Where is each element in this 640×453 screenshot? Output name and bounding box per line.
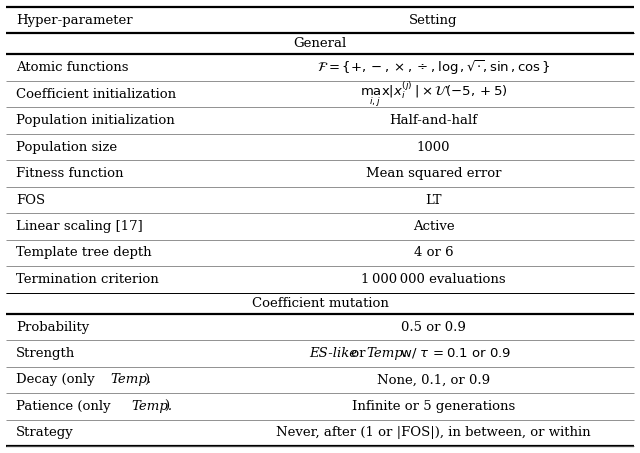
Text: ): ) (144, 373, 149, 386)
Text: Coefficient mutation: Coefficient mutation (252, 297, 388, 310)
Text: General: General (293, 37, 347, 50)
Text: 0.5 or 0.9: 0.5 or 0.9 (401, 321, 466, 333)
Text: Linear scaling [17]: Linear scaling [17] (16, 220, 143, 233)
Text: None, 0.1, or 0.9: None, 0.1, or 0.9 (377, 373, 490, 386)
Text: Setting: Setting (410, 14, 458, 27)
Text: $\max_{i,j}|x_i^{(j)}|\times\mathcal{U}(-5,+5)$: $\max_{i,j}|x_i^{(j)}|\times\mathcal{U}(… (360, 79, 508, 109)
Text: Strategy: Strategy (16, 426, 74, 439)
Text: Strength: Strength (16, 347, 76, 360)
Text: Temp.: Temp. (111, 373, 152, 386)
Text: Decay (only: Decay (only (16, 373, 99, 386)
Text: Patience (only: Patience (only (16, 400, 115, 413)
Text: LT: LT (426, 193, 442, 207)
Text: Coefficient initialization: Coefficient initialization (16, 87, 176, 101)
Text: Temp.: Temp. (131, 400, 172, 413)
Text: 1000: 1000 (417, 140, 451, 154)
Text: w/ $\tau\,{=}0.1$ or 0.9: w/ $\tau\,{=}0.1$ or 0.9 (397, 347, 512, 361)
Text: Template tree depth: Template tree depth (16, 246, 152, 260)
Text: or: or (347, 347, 370, 360)
Text: Hyper-parameter: Hyper-parameter (16, 14, 132, 27)
Text: 4 or 6: 4 or 6 (414, 246, 453, 260)
Text: Mean squared error: Mean squared error (366, 167, 501, 180)
Text: $\mathcal{F} = \{+,-,\times,\div,\log,\sqrt{\cdot},\sin,\cos\}$: $\mathcal{F} = \{+,-,\times,\div,\log,\s… (317, 58, 550, 77)
Text: Active: Active (413, 220, 454, 233)
Text: Atomic functions: Atomic functions (16, 61, 129, 74)
Text: Population size: Population size (16, 140, 117, 154)
Text: FOS: FOS (16, 193, 45, 207)
Text: Probability: Probability (16, 321, 89, 333)
Text: Termination criterion: Termination criterion (16, 273, 159, 286)
Text: Infinite or 5 generations: Infinite or 5 generations (352, 400, 515, 413)
Text: ): ) (164, 400, 170, 413)
Text: Population initialization: Population initialization (16, 114, 175, 127)
Text: Temp.: Temp. (366, 347, 408, 360)
Text: Half-and-half: Half-and-half (390, 114, 477, 127)
Text: Fitness function: Fitness function (16, 167, 124, 180)
Text: 1 000 000 evaluations: 1 000 000 evaluations (362, 273, 506, 286)
Text: ES-like: ES-like (309, 347, 357, 360)
Text: Never, after (1 or |FOS|), in between, or within: Never, after (1 or |FOS|), in between, o… (276, 426, 591, 439)
